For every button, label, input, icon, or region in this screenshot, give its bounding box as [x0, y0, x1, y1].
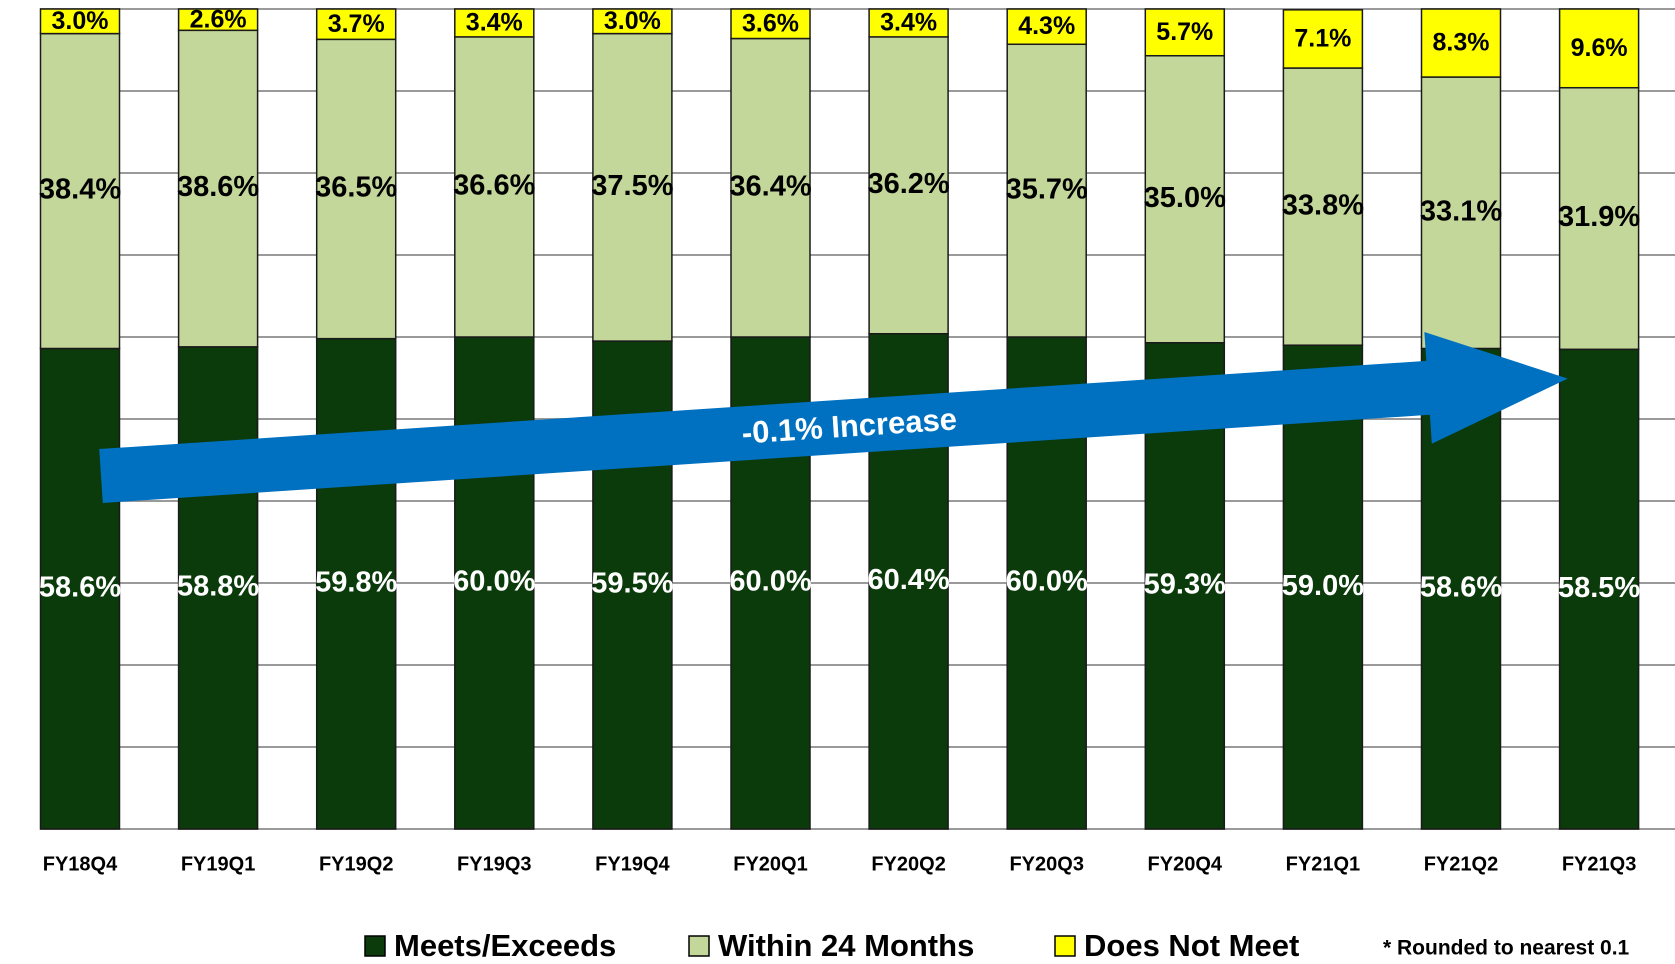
- bar-segment: [592, 32, 673, 342]
- x-tick-label: FY21Q3: [1562, 853, 1636, 875]
- x-tick-label: FY20Q3: [1009, 853, 1083, 875]
- value-label: 58.6%: [1420, 571, 1502, 603]
- bar-segment: [868, 8, 949, 38]
- value-label: 36.2%: [867, 168, 949, 200]
- value-label: 35.7%: [1006, 173, 1088, 205]
- value-label: 33.8%: [1282, 189, 1364, 221]
- bar-segment: [177, 346, 259, 830]
- legend-swatch: [688, 935, 710, 957]
- bar-segment: [454, 336, 535, 830]
- value-label: 4.3%: [1018, 12, 1075, 40]
- legend-swatch: [364, 935, 386, 957]
- value-label: 59.0%: [1282, 570, 1364, 602]
- value-label: 35.0%: [1144, 182, 1226, 214]
- bar-segment: [315, 38, 397, 340]
- x-tick-label: FY19Q1: [181, 853, 255, 875]
- legend-label: Meets/Exceeds: [394, 928, 616, 963]
- trend-arrow: -0.1% Increase: [99, 331, 1568, 503]
- value-label: 31.9%: [1558, 201, 1640, 233]
- value-label: 5.7%: [1156, 18, 1213, 46]
- bar-segment: [1282, 9, 1364, 69]
- bar-segment: [315, 337, 397, 830]
- value-label: 59.3%: [1144, 569, 1226, 601]
- value-label: 3.0%: [604, 7, 661, 35]
- value-label: 60.0%: [729, 566, 811, 598]
- legend: Meets/Exceeds Within 24 Months Does Not Me…: [364, 928, 1299, 963]
- legend-swatch: [1054, 935, 1076, 957]
- x-tick-label: FY20Q4: [1148, 853, 1223, 875]
- value-label: 3.4%: [466, 9, 523, 37]
- x-tick-label: FY20Q1: [733, 853, 807, 875]
- x-tick-label: FY21Q2: [1424, 853, 1498, 875]
- value-label: 3.4%: [880, 9, 937, 37]
- value-label: 38.4%: [39, 174, 121, 206]
- value-label: 58.8%: [177, 571, 259, 603]
- value-label: 36.6%: [453, 170, 535, 202]
- bar-segment: [592, 8, 673, 35]
- value-label: 7.1%: [1294, 25, 1351, 53]
- bar-segment: [454, 8, 535, 38]
- x-tick-label: FY19Q3: [457, 853, 531, 875]
- value-label: 8.3%: [1433, 29, 1490, 57]
- bar-segment: [39, 347, 121, 830]
- value-label: 58.5%: [1558, 572, 1640, 604]
- bar-segment: [730, 8, 811, 40]
- value-label: 60.4%: [867, 564, 949, 596]
- legend-label: Within 24 Months: [718, 928, 974, 963]
- value-label: 37.5%: [591, 170, 673, 202]
- x-tick-label: FY21Q1: [1286, 853, 1360, 875]
- bar-segment: [1282, 67, 1364, 346]
- legend-label: Does Not Meet: [1084, 928, 1299, 963]
- value-label: 33.1%: [1420, 195, 1502, 227]
- bar-segment: [39, 8, 121, 35]
- bar-segment: [1006, 43, 1087, 338]
- value-label: 58.6%: [39, 571, 121, 603]
- bar-segment: [1144, 8, 1226, 57]
- bar-segment: [1282, 344, 1364, 830]
- bar-segment: [1558, 348, 1640, 830]
- bar-segment: [1420, 8, 1502, 78]
- x-tick-label: FY19Q4: [595, 853, 670, 875]
- value-label: 60.0%: [453, 566, 535, 598]
- value-label: 2.6%: [190, 5, 247, 33]
- bar-segment: [177, 29, 259, 348]
- value-label: 59.5%: [591, 568, 673, 600]
- bar-segment: [1558, 8, 1640, 89]
- footnote: * Rounded to nearest 0.1: [1383, 937, 1630, 960]
- value-label: 60.0%: [1006, 566, 1088, 598]
- value-label: 59.8%: [315, 566, 397, 598]
- bar-segment: [315, 8, 397, 41]
- bar-segment: [39, 32, 121, 350]
- bar-segment: [1420, 76, 1502, 350]
- value-label: 36.5%: [315, 172, 397, 204]
- value-label: 3.0%: [52, 7, 109, 35]
- value-label: 38.6%: [177, 171, 259, 203]
- value-label: 3.7%: [328, 10, 385, 38]
- bar-segment: [1144, 54, 1226, 344]
- x-tick-label: FY18Q4: [43, 853, 118, 875]
- arrow-shape: [99, 331, 1568, 503]
- value-label: 9.6%: [1571, 34, 1628, 62]
- x-tick-label: FY20Q2: [871, 853, 945, 875]
- value-label: 3.6%: [742, 9, 799, 37]
- bar-segment: [1006, 8, 1087, 46]
- bar-segment: [1558, 86, 1640, 351]
- value-label: 36.4%: [729, 170, 811, 202]
- x-tick-label: FY19Q2: [319, 853, 393, 875]
- bar-segment: [177, 8, 259, 32]
- bars: FY18Q4 58.6% 38.4% 3.0% FY19Q1 58.8% 38.6% 2.6%…: [39, 5, 1641, 875]
